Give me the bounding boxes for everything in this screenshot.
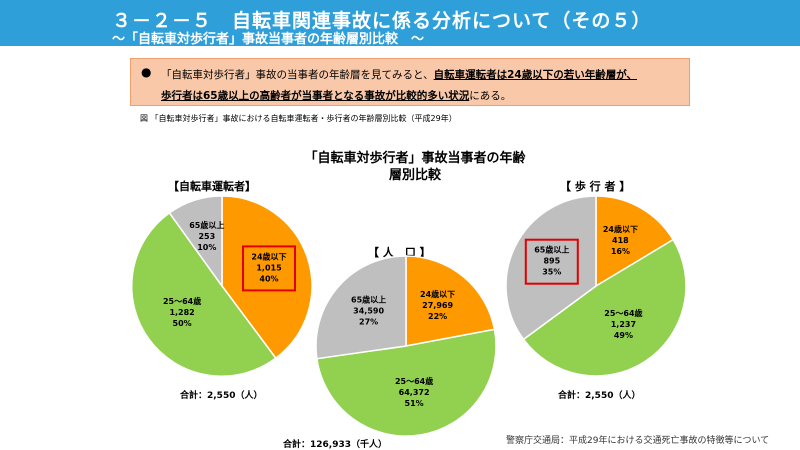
pie-slice-label-cyclist-1-0: 25～64歳 [163,296,201,306]
pie-slice-label-cyclist-0-2: 40% [259,274,278,283]
pie-slice-pedestrian-0 [595,195,675,288]
pie-slice-label-pedestrian-1-1: 1,237 [611,320,636,329]
pie-slice-label-population-0-0: 24歳以下 [420,289,455,299]
page-title: ３－２－５ 自転車関連事故に係る分析について（その５） [112,10,652,32]
highlight-box-cyclist [242,245,296,292]
pie-slice-cyclist-1 [130,211,277,377]
summary-line-1-emphasis: 自転車運転者は24歳以下の若い年齢層が、 [433,69,637,81]
pie-slice-population-1 [316,328,497,437]
pie-slice-cyclist-2 [168,195,223,289]
pie-slice-label-population-1-1: 64,372 [399,388,430,397]
pie-slice-label-pedestrian-0-1: 418 [612,236,629,245]
pie-slice-label-cyclist-0-0: 24歳以下 [251,251,286,261]
summary-line-1-plain: 「自転車対歩行者」事故の当事者の年齢層を見てみると、 [161,69,434,81]
header-bar: ３－２－５ 自転車関連事故に係る分析について（その５） ～「自転車対歩行者」事故… [0,0,800,47]
pie-slice-label-population-2-1: 34,590 [353,307,384,316]
pie-slice-label-population-0-1: 27,969 [422,301,453,310]
highlight-box-pedestrian [524,238,579,285]
pie-slice-label-pedestrian-2-0: 65歳以上 [534,245,569,255]
chart-title: 「自転車対歩行者」事故当事者の年齢層別比較 [304,151,526,183]
pie-slice-label-population-2-2: 27% [359,318,378,327]
pie-slice-pedestrian-1 [522,238,687,377]
pie-slice-label-pedestrian-1-0: 25～64歳 [604,308,642,318]
summary-line-2-plain: にある。 [469,90,512,102]
figure-caption: 図 「自転車対歩行者」事故における自転車運転者・歩行者の年齢層別比較（平成29年… [140,114,457,123]
pie-slice-population-2 [315,255,407,360]
pie-slice-label-population-1-2: 51% [405,399,424,408]
total-pedestrian: 合計：2,550（人） [558,391,641,401]
pie-slice-label-cyclist-1-2: 50% [173,319,192,328]
pie-slice-label-population-0-2: 22% [428,312,447,321]
pie-slice-label-pedestrian-2-1: 895 [543,257,560,266]
total-cyclist: 合計：2,550（人） [180,391,263,401]
pie-slice-pedestrian-2 [505,195,597,341]
bullet-icon: ● [141,65,152,79]
pie-slice-label-population-2-0: 65歳以上 [351,295,386,305]
summary-line-1: 「自転車対歩行者」事故の当事者の年齢層を見てみると、自転車運転者は24歳以下の若… [161,67,637,82]
pie-slice-label-cyclist-1-1: 1,282 [169,308,194,317]
summary-line-2-emphasis: 歩行者は65歳以上の高齢者が当事者となる事故が比較的多い状況 [161,90,470,102]
pie-slice-label-population-1-0: 25～64歳 [395,376,433,386]
pie-slice-cyclist-0 [221,195,313,360]
pie-slice-population-0 [405,255,496,347]
pie-label-pedestrian: 【 歩 行 者 】 [560,180,631,193]
pie-slice-label-cyclist-0-1: 1,015 [256,263,282,272]
pie-slice-label-pedestrian-1-2: 49% [614,331,633,340]
pie-slice-label-cyclist-2-1: 253 [198,232,215,241]
pie-slice-label-pedestrian-0-2: 16% [611,247,630,256]
pie-slice-label-pedestrian-0-0: 24歳以下 [603,224,638,234]
summary-line-2: 歩行者は65歳以上の高齢者が当事者となる事故が比較的多い状況にある。 [161,88,511,103]
pie-slice-label-cyclist-2-0: 65歳以上 [189,220,224,230]
pie-slice-label-cyclist-2-2: 10% [197,243,216,252]
total-population: 合計：126,933（千人） [283,440,387,450]
summary-box: ● 「自転車対歩行者」事故の当事者の年齢層を見てみると、自転車運転者は24歳以下… [130,58,690,106]
page-subtitle: ～「自転車対歩行者」事故当事者の年齢層別比較 ～ [112,32,425,47]
pie-label-cyclist: 【自転車運転者】 [168,180,256,193]
source-note: 警察庁交通局：平成29年における交通死亡事故の特徴等について [506,436,770,446]
pie-slice-label-pedestrian-2-2: 35% [542,268,561,277]
